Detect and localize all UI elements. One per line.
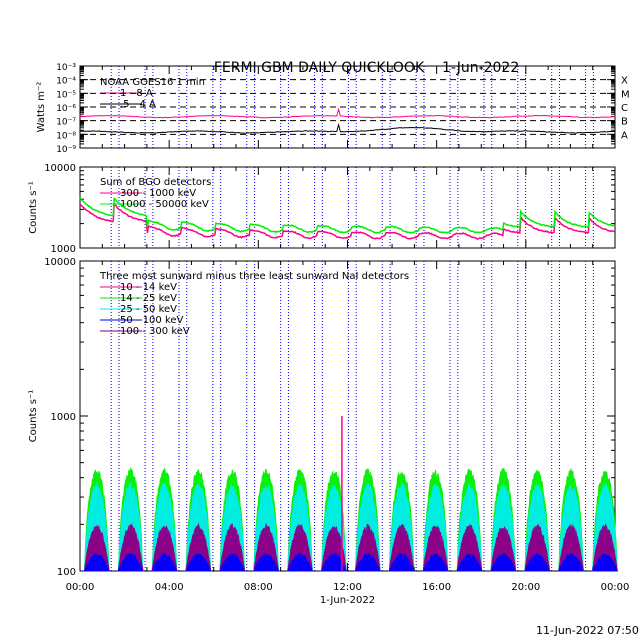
nai-series-3 — [83, 551, 618, 572]
legend-label: .5 - 4 A — [120, 99, 156, 110]
y-tick-label: 100 — [57, 567, 76, 578]
y-axis-label: Counts s⁻¹ — [28, 181, 39, 234]
flare-class-label: A — [621, 130, 628, 141]
y-tick-label: 10000 — [44, 257, 76, 268]
nai-orbit-mark — [524, 552, 551, 572]
y-axis-label: Watts m⁻² — [36, 82, 47, 133]
title-text: FERMI GBM DAILY QUICKLOOK — [213, 60, 425, 76]
nai-orbit-mark — [558, 552, 585, 572]
nai-orbit-mark — [456, 553, 483, 572]
bgo-series-line — [79, 197, 616, 235]
flare-class-label: C — [621, 103, 628, 114]
panel-nai — [79, 260, 616, 572]
x-tick-label: 20:00 — [511, 582, 540, 593]
nai-orbit-mark — [354, 552, 381, 572]
x-tick-label: 12:00 — [333, 582, 362, 593]
legend-label: 300 - 1000 keV — [120, 188, 196, 199]
x-tick-label: 08:00 — [244, 582, 273, 593]
y-tick-label: 10⁻⁷ — [56, 118, 76, 128]
chart-title: FERMI GBM DAILY QUICKLOOK 1-Jun-2022 — [196, 44, 519, 92]
legend-label: 1000 - 50000 keV — [120, 199, 209, 210]
nai-orbit-mark — [591, 552, 618, 572]
y-tick-label: 1000 — [51, 244, 76, 255]
nai-orbit-mark — [151, 552, 178, 572]
legend-label: 1 - 8 A — [120, 88, 153, 99]
legend-title: Three most sunward minus three least sun… — [99, 271, 409, 282]
flare-class-label: B — [621, 117, 628, 128]
x-tick-label: 04:00 — [155, 582, 184, 593]
panel-bgo — [79, 166, 616, 249]
y-tick-label: 10000 — [44, 163, 76, 174]
bgo-series-line — [79, 201, 616, 240]
y-tick-label: 10⁻⁹ — [56, 145, 76, 155]
y-tick-label: 10⁻⁴ — [56, 77, 76, 87]
legend-label: 14 - 25 keV — [120, 293, 177, 304]
nai-orbit-mark — [388, 552, 415, 572]
x-axis-label: 1-Jun-2022 — [320, 595, 375, 606]
legend-label: 25 - 50 keV — [120, 304, 177, 315]
legend-title: NOAA GOES16 1 min — [100, 77, 205, 88]
x-tick-label: 00:00 — [601, 582, 630, 593]
y-tick-label: 10⁻⁸ — [56, 131, 76, 141]
legend-label: 10 - 14 keV — [120, 282, 177, 293]
nai-orbit-mark — [287, 552, 314, 572]
nai-orbit-mark — [117, 553, 144, 572]
y-axis-label: Counts s⁻¹ — [28, 390, 39, 443]
nai-orbit-mark — [83, 553, 110, 572]
goes-series-line — [79, 122, 616, 134]
y-tick-label: 1000 — [51, 412, 76, 423]
footer-timestamp: 11-Jun-2022 07:50 — [536, 624, 639, 637]
nai-orbit-mark — [185, 552, 212, 572]
title-date: 1-Jun-2022 — [441, 60, 520, 76]
legend-label: 100 - 300 keV — [120, 326, 190, 337]
nai-orbit-mark — [490, 552, 517, 572]
legend-title: Sum of BGO detectors — [100, 177, 211, 188]
x-tick-label: 16:00 — [422, 582, 451, 593]
y-tick-label: 10⁻⁶ — [56, 104, 76, 114]
flare-class-label: M — [621, 89, 630, 100]
nai-orbit-mark — [219, 553, 246, 572]
y-tick-label: 10⁻³ — [56, 63, 76, 73]
nai-orbit-mark — [422, 552, 449, 572]
legend-label: 50 - 100 keV — [120, 315, 184, 326]
flare-class-label: X — [621, 76, 628, 87]
nai-orbit-mark — [253, 552, 280, 572]
y-tick-label: 10⁻⁵ — [56, 90, 76, 100]
x-tick-label: 00:00 — [66, 582, 95, 593]
goes-series-line — [79, 107, 616, 119]
